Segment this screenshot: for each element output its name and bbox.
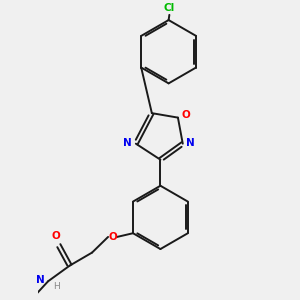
- Text: N: N: [36, 275, 45, 285]
- Text: O: O: [182, 110, 190, 120]
- Text: H: H: [53, 282, 60, 291]
- Text: N: N: [187, 138, 195, 148]
- Text: O: O: [108, 232, 117, 242]
- Text: O: O: [51, 231, 60, 242]
- Text: N: N: [123, 138, 132, 148]
- Text: Cl: Cl: [164, 3, 175, 14]
